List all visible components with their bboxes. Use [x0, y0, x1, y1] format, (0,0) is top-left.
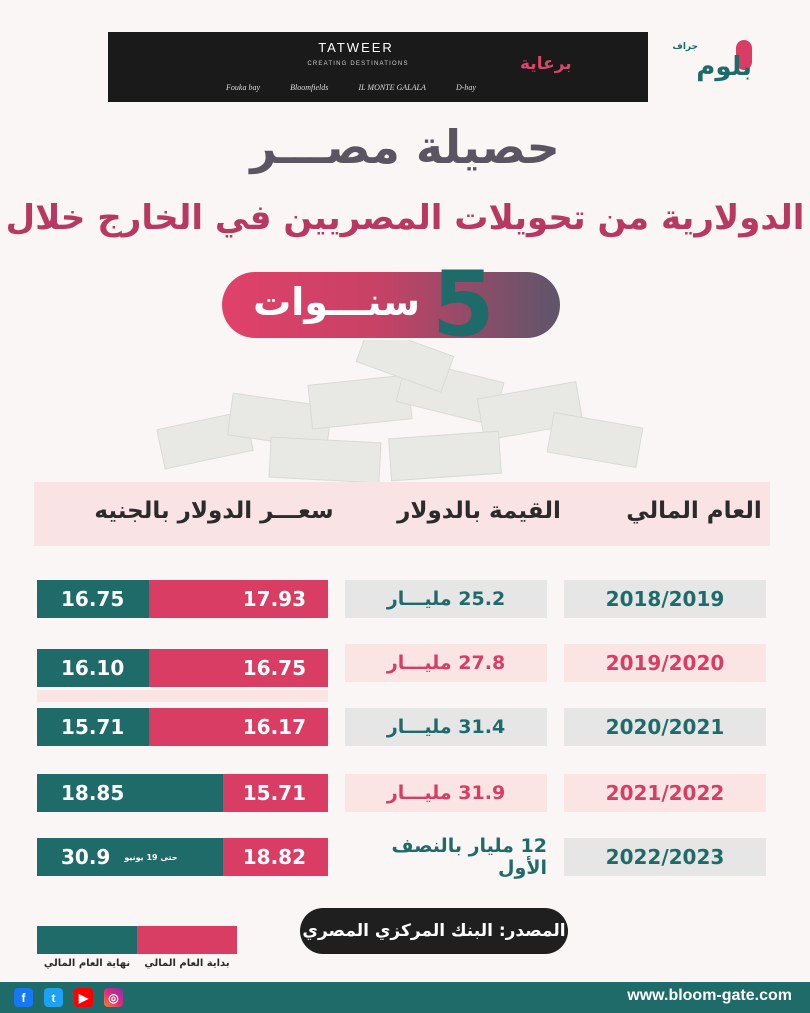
- rate-end-value: 30.9: [61, 845, 111, 869]
- logo-sub: جراف: [672, 42, 698, 52]
- row-divider: [37, 690, 328, 702]
- header-value: القيمة بالدولار: [397, 498, 561, 524]
- rate-end: 15.71: [37, 708, 149, 746]
- sponsor-projects: Fouka bay Bloomfields IL MONTE GALALA D-…: [226, 76, 476, 98]
- legend-end-label: نهاية العام المالي: [43, 958, 131, 969]
- sponsor-brand: TATWEER: [318, 40, 394, 55]
- rate-bar: 30.9 حتى 19 يونيو 18.82: [37, 838, 328, 876]
- project-name: Fouka bay: [226, 82, 260, 92]
- value-cell: 25.2 مليـــار: [345, 580, 547, 618]
- sponsor-label: برعاية: [520, 54, 572, 74]
- header-rate: سعـــر الدولار بالجنيه: [94, 498, 334, 524]
- value-cell: 31.9 مليـــار: [345, 774, 547, 812]
- years-badge: سنـــوات 5: [222, 252, 560, 357]
- rate-bar: 16.10 16.75: [37, 649, 328, 687]
- rate-end: 18.85: [37, 774, 223, 812]
- value-cell: 12 مليار بالنصف الأول: [345, 835, 547, 879]
- rate-start: 18.82: [223, 838, 328, 876]
- rate-start: 16.75: [149, 649, 328, 687]
- year-cell: 2020/2021: [564, 708, 766, 746]
- year-cell: 2019/2020: [564, 644, 766, 682]
- website-link[interactable]: www.bloom-gate.com: [627, 987, 792, 1004]
- youtube-icon[interactable]: ▶: [74, 988, 93, 1007]
- legend-end-swatch: [37, 926, 137, 954]
- money-pile-image: [156, 340, 644, 484]
- years-word: سنـــوات: [253, 280, 420, 324]
- project-name: Bloomfields: [290, 82, 329, 92]
- rate-start: 17.93: [149, 580, 328, 618]
- rate-end: 30.9 حتى 19 يونيو: [37, 838, 223, 876]
- years-number: 5: [432, 252, 495, 357]
- twitter-icon[interactable]: t: [44, 988, 63, 1007]
- rate-start: 16.17: [149, 708, 328, 746]
- page-subtitle: الدولارية من تحويلات المصريين في الخارج …: [5, 198, 805, 238]
- rate-bar: 18.85 15.71: [37, 774, 328, 812]
- facebook-icon[interactable]: f: [14, 988, 33, 1007]
- legend-start-label: بداية العام المالي: [144, 958, 230, 969]
- project-name: D-bay: [455, 82, 476, 92]
- microphone-icon: [736, 40, 752, 70]
- year-cell: 2022/2023: [564, 838, 766, 876]
- year-cell: 2018/2019: [564, 580, 766, 618]
- value-cell: 31.4 مليـــار: [345, 708, 547, 746]
- project-name: IL MONTE GALALA: [358, 82, 426, 92]
- rate-note: حتى 19 يونيو: [124, 852, 178, 862]
- rate-bar: 16.75 17.93: [37, 580, 328, 618]
- table-header: العام المالي القيمة بالدولار سعـــر الدو…: [34, 482, 770, 546]
- instagram-icon[interactable]: ◎: [104, 988, 123, 1007]
- rate-start: 15.71: [223, 774, 328, 812]
- header-fiscal-year: العام المالي: [626, 498, 762, 524]
- value-cell: 27.8 مليـــار: [345, 644, 547, 682]
- source-badge: المصدر: البنك المركزي المصري: [300, 908, 568, 954]
- year-cell: 2021/2022: [564, 774, 766, 812]
- legend-start-swatch: [137, 926, 237, 954]
- bloom-logo: جراف بلوم: [660, 36, 760, 100]
- sponsor-tagline: CREATING DESTINATIONS: [307, 61, 409, 67]
- rate-end: 16.75: [37, 580, 149, 618]
- sponsor-banner: TATWEER CREATING DESTINATIONS Fouka bay …: [108, 32, 648, 102]
- logo-main: بلوم: [696, 52, 752, 82]
- page-title: حصيلة مصـــر: [250, 120, 560, 174]
- rate-end: 16.10: [37, 649, 149, 687]
- rate-bar: 15.71 16.17: [37, 708, 328, 746]
- footer: f t ▶ ◎ www.bloom-gate.com: [0, 982, 810, 1013]
